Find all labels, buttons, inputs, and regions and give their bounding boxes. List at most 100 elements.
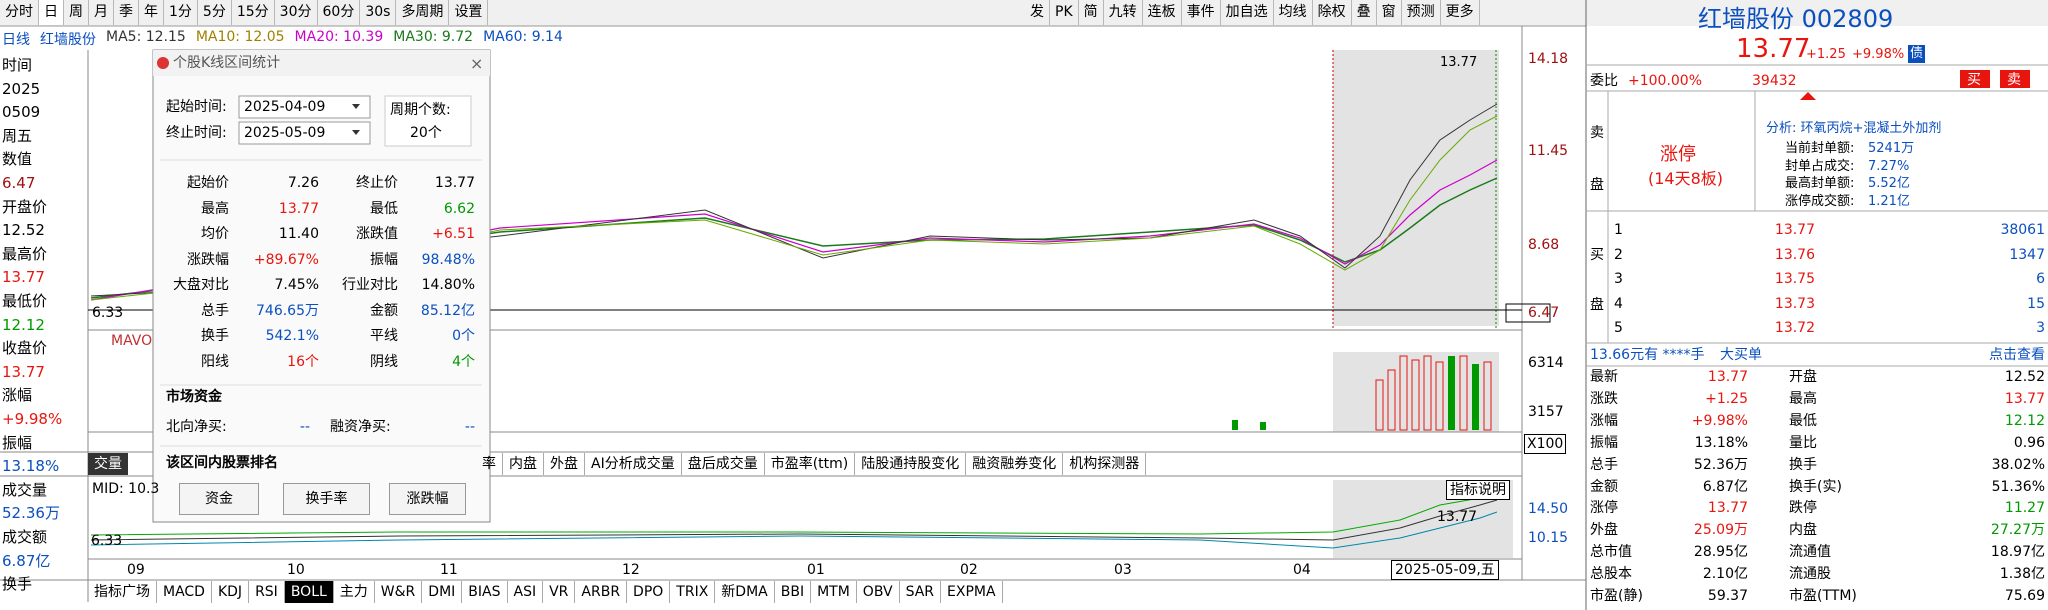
field-label: 北向净买: [166, 419, 227, 435]
indicator-help[interactable]: 指标说明 [1446, 480, 1510, 500]
toolbar-button[interactable]: 除权 [1313, 0, 1352, 25]
field-value[interactable]: 2025-04-09 [244, 99, 326, 115]
tab[interactable]: VR [543, 581, 576, 603]
stat-label: 涨跌幅 [187, 251, 229, 268]
toolbar-button[interactable]: 叠 [1352, 0, 1377, 25]
field-value[interactable]: 2025-05-09 [244, 125, 326, 141]
tab[interactable]: EXPMA [941, 581, 1003, 603]
toolbar-button[interactable]: 30s [360, 0, 397, 25]
big-order-link[interactable]: 点击查看 [1989, 347, 2045, 363]
toolbar-button[interactable]: 简 [1079, 0, 1104, 25]
toolbar-button[interactable]: 预测 [1402, 0, 1441, 25]
bid-price: 13.77 [1774, 222, 1815, 238]
info-text: 换手 [2, 575, 33, 594]
info-text: 0509 [2, 103, 41, 122]
price-label: 13.77 [1440, 55, 1478, 70]
toolbar-button[interactable]: 5分 [198, 0, 232, 25]
tab[interactable]: BBI [775, 581, 812, 603]
rank-button[interactable]: 换手率 [283, 483, 370, 515]
big-order: 13.66元有 ****手 [1590, 347, 1705, 363]
toolbar-button[interactable]: 发 [1025, 0, 1050, 25]
tab[interactable]: MTM [811, 581, 857, 603]
toolbar-button[interactable]: 周 [64, 0, 89, 25]
quote-value: 59.37 [1707, 588, 1748, 604]
tab[interactable]: 新DMA [715, 581, 775, 603]
tab[interactable]: 盘后成交量 [682, 453, 765, 475]
tab[interactable]: ARBR [575, 581, 628, 603]
indicator-label: MID: 10.3 [92, 481, 160, 497]
stat-value: 7.26 [287, 175, 319, 191]
popup-close[interactable]: × [470, 54, 483, 73]
quote-value: 51.36% [1991, 478, 2045, 495]
tab[interactable]: 外盘 [544, 453, 585, 475]
toolbar-button[interactable]: 均线 [1274, 0, 1313, 25]
tab[interactable]: SAR [900, 581, 942, 603]
toolbar-button[interactable]: 加自选 [1221, 0, 1274, 25]
rank-button[interactable]: 资金 [179, 483, 259, 515]
tab[interactable]: 内盘 [503, 453, 544, 475]
tab[interactable]: 主力 [334, 581, 375, 603]
date-select[interactable] [238, 95, 371, 119]
tab[interactable]: 陆股通持股变化 [855, 453, 967, 475]
toolbar-button[interactable]: 1分 [164, 0, 198, 25]
toolbar-button[interactable]: 分时 [0, 0, 39, 25]
tab[interactable]: ASI [508, 581, 544, 603]
info-text: 振幅 [2, 433, 33, 452]
toolbar-button[interactable]: 60分 [318, 0, 361, 25]
stat-value: 0个 [452, 328, 475, 344]
tab[interactable]: MACD [157, 581, 212, 603]
toolbar-button[interactable]: 年 [139, 0, 164, 25]
toolbar-button[interactable]: 事件 [1182, 0, 1221, 25]
quote-label: 振幅 [1590, 434, 1618, 451]
toolbar-button[interactable]: 多周期 [396, 0, 450, 25]
toolbar-button[interactable]: 季 [114, 0, 139, 25]
tab[interactable]: 指标广场 [88, 581, 157, 603]
quote-value: 38.02% [1991, 456, 2045, 473]
toolbar-button[interactable]: 月 [89, 0, 114, 25]
sell-button[interactable]: 卖 [2007, 72, 2021, 88]
toolbar-button[interactable]: 窗 [1377, 0, 1402, 25]
stat-value: 746.65万 [256, 302, 319, 319]
tab[interactable]: 率 [476, 453, 503, 475]
toolbar-button[interactable]: 30分 [275, 0, 318, 25]
toolbar-button[interactable]: 更多 [1441, 0, 1480, 25]
toolbar-button[interactable]: PK [1050, 0, 1079, 25]
stat-value: 4个 [452, 353, 475, 370]
tab[interactable]: AI分析成交量 [585, 453, 682, 475]
tab-active[interactable]: 交量 [88, 453, 128, 475]
toolbar-button[interactable]: 连板 [1143, 0, 1182, 25]
tab[interactable]: DMI [422, 581, 463, 603]
tab[interactable]: 机构探测器 [1063, 453, 1147, 475]
rank-button[interactable]: 涨跌幅 [389, 483, 466, 515]
tab[interactable]: DPO [627, 581, 671, 603]
tab[interactable]: 融资融券变化 [966, 453, 1064, 475]
buy-button[interactable]: 买 [1967, 72, 1981, 88]
info-text: 2025 [2, 79, 41, 98]
tab[interactable]: 市盈率(ttm) [765, 453, 856, 475]
toolbar-button[interactable]: 日 [39, 0, 64, 25]
bid-level: 1 [1614, 222, 1623, 238]
date-select[interactable] [238, 121, 371, 145]
tab[interactable]: KDJ [212, 581, 250, 603]
indicator-axis-label: 14.50 [1528, 501, 1569, 517]
stat-value: 14.80% [421, 277, 475, 293]
stat-value: 16个 [287, 353, 319, 370]
stat-label: 终止价 [356, 175, 398, 191]
stat-label: 阴线 [370, 353, 398, 370]
toolbar-button[interactable]: 设置 [449, 0, 489, 25]
tab[interactable]: RSI [249, 581, 285, 603]
tab[interactable]: OBV [857, 581, 900, 603]
tab[interactable]: BOLL [284, 581, 334, 603]
quote-value: 1.38亿 [1999, 566, 2045, 583]
tab[interactable]: W&R [375, 581, 423, 603]
field-value: -- [464, 419, 475, 435]
tab[interactable]: TRIX [670, 581, 716, 603]
sell-button[interactable] [2000, 70, 2030, 88]
volume-bars [1375, 355, 1492, 431]
price-axis-label: 8.68 [1528, 237, 1560, 253]
tab[interactable]: BIAS [462, 581, 508, 603]
toolbar-button[interactable]: 15分 [232, 0, 275, 25]
buy-button[interactable] [1960, 70, 1990, 88]
toolbar-button[interactable]: 九转 [1104, 0, 1143, 25]
